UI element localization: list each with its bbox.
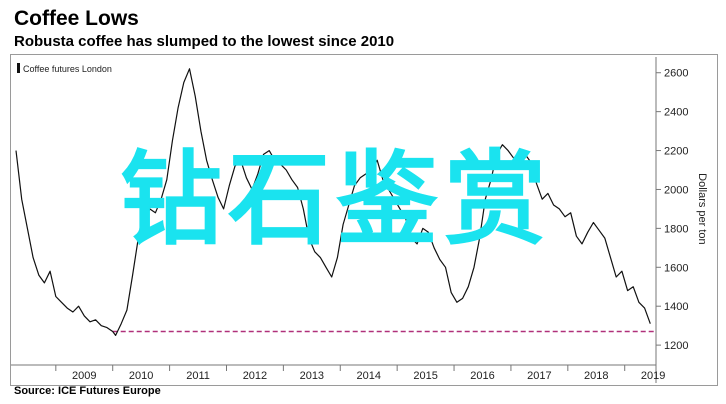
x-tick-label: 2017 (527, 370, 551, 382)
x-tick-label: 2013 (300, 370, 324, 382)
x-tick-label: 2010 (129, 370, 153, 382)
page-title: Coffee Lows (14, 7, 139, 30)
line-chart: Coffee futures London 1200 1400 1600 1800 20… (11, 57, 708, 383)
page-subtitle: Robusta coffee has slumped to the lowest… (14, 33, 395, 50)
watermark-overlay: 钻石鉴赏 (120, 141, 552, 260)
y-tick-label: 2000 (664, 184, 688, 196)
y-tick-label: 2600 (664, 68, 688, 80)
y-tick-label: 2200 (664, 146, 688, 158)
x-tick-label: 2018 (584, 370, 608, 382)
legend-swatch (17, 63, 20, 73)
y-tick-label: 2400 (664, 107, 688, 119)
legend-label: Coffee futures London (23, 64, 112, 74)
x-tick-label: 2012 (243, 370, 267, 382)
x-tick-label: 2019 (641, 370, 665, 382)
x-tick-label: 2009 (72, 370, 96, 382)
y-tick-label: 1600 (664, 262, 688, 274)
x-tick-label: 2011 (186, 370, 210, 382)
y-tick-label: 1400 (664, 301, 688, 313)
x-tick-label: 2016 (470, 370, 494, 382)
x-tick-label: 2015 (413, 370, 437, 382)
y-tick-label: 1800 (664, 223, 688, 235)
chart-frame: Coffee futures London 1200 1400 1600 1800 20… (10, 54, 718, 386)
source-note: Source: ICE Futures Europe (14, 385, 161, 397)
legend: Coffee futures London (17, 63, 112, 74)
series-line (15, 68, 651, 336)
y-tick-label: 1200 (664, 340, 688, 352)
y-axis-title: Dollars per ton (696, 173, 708, 245)
x-tick-label: 2014 (356, 370, 380, 382)
